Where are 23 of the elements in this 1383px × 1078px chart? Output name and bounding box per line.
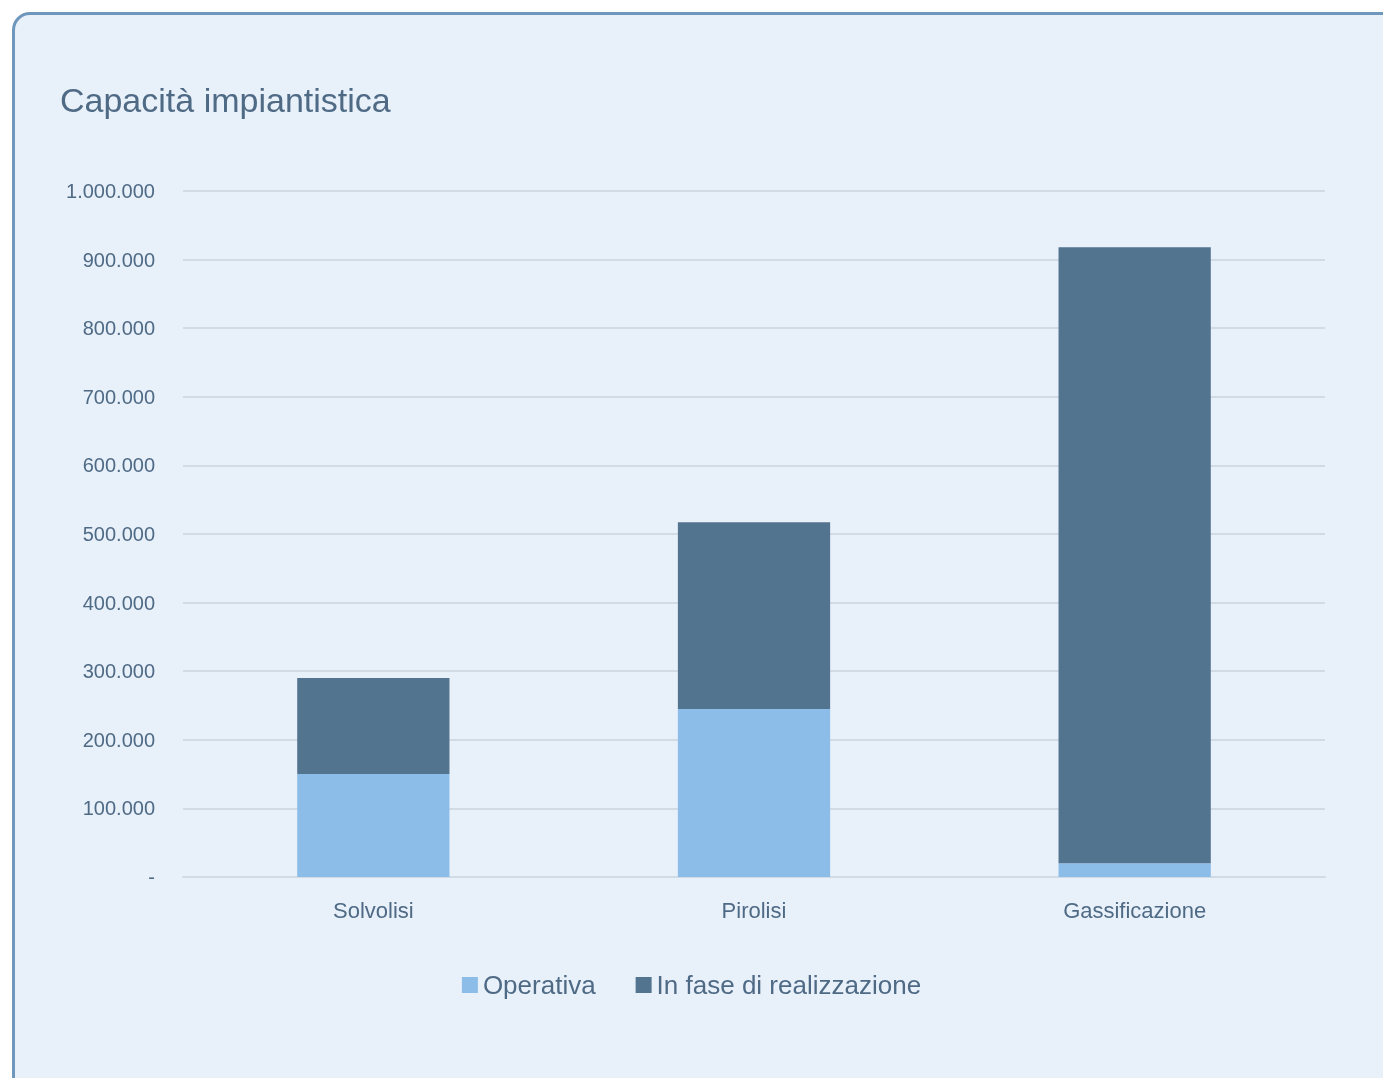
legend-label: In fase di realizzazione — [656, 970, 922, 1000]
y-tick-label: 500.000 — [82, 523, 155, 545]
y-tick-label: - — [148, 866, 155, 888]
bar — [677, 522, 831, 709]
x-tick-label: Pirolisi — [721, 897, 787, 923]
chart-title: Capacità impiantistica — [60, 81, 391, 119]
y-tick-label: 700.000 — [82, 385, 155, 408]
y-tick-label: 800.000 — [82, 317, 155, 340]
y-tick-label: 100.000 — [82, 797, 155, 820]
y-tick-label: 600.000 — [82, 454, 155, 477]
bar — [297, 774, 450, 877]
y-tick-label: 400.000 — [82, 591, 155, 614]
legend-label: Operativa — [482, 970, 597, 1000]
bar — [1058, 247, 1211, 864]
y-tick-label: 300.000 — [82, 660, 155, 683]
y-tick-label: 900.000 — [82, 248, 155, 271]
x-tick-label: Solvolisi — [332, 897, 414, 923]
bar — [1058, 863, 1211, 877]
y-tick-label: 1.000.000 — [66, 180, 155, 202]
x-tick-label: Gassificazione — [1063, 897, 1207, 923]
y-tick-label: 200.000 — [82, 728, 155, 751]
bar — [677, 708, 831, 877]
bar — [297, 678, 450, 775]
